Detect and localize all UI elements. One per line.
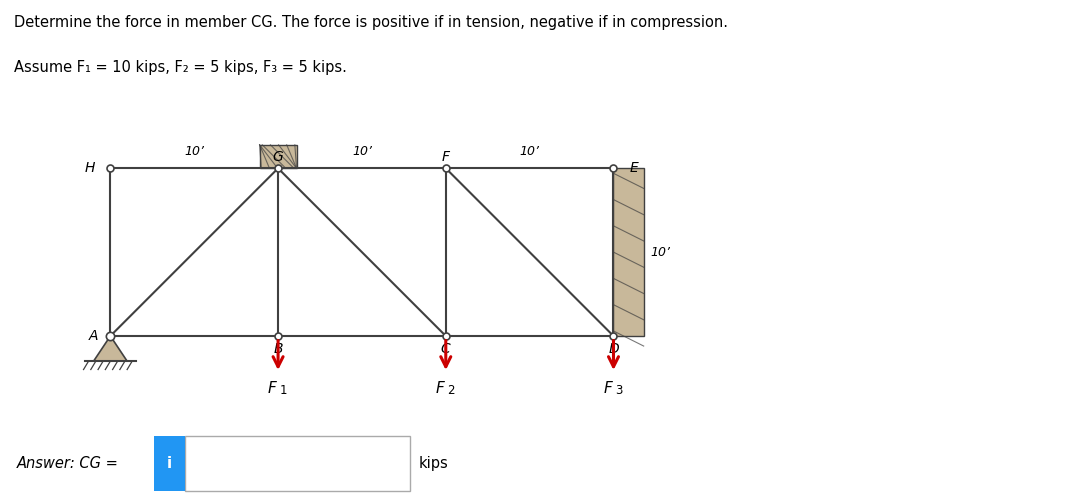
Text: 2: 2 — [447, 384, 454, 397]
Text: B: B — [274, 342, 282, 356]
Text: Determine the force in member CG. The force is positive if in tension, negative : Determine the force in member CG. The fo… — [14, 15, 728, 30]
Text: F: F — [436, 381, 445, 396]
Bar — [613, 168, 644, 336]
Text: F: F — [268, 381, 277, 396]
Text: Answer: CG =: Answer: CG = — [16, 456, 118, 471]
Text: 10’: 10’ — [184, 145, 204, 158]
Text: 10’: 10’ — [352, 145, 372, 158]
FancyBboxPatch shape — [155, 436, 185, 491]
Text: H: H — [85, 161, 95, 175]
Polygon shape — [94, 336, 128, 361]
Text: F: F — [441, 149, 450, 163]
Text: E: E — [630, 161, 638, 175]
Text: 3: 3 — [615, 384, 622, 397]
Text: Assume F₁ = 10 kips, F₂ = 5 kips, F₃ = 5 kips.: Assume F₁ = 10 kips, F₂ = 5 kips, F₃ = 5… — [14, 60, 347, 75]
Bar — [260, 145, 296, 168]
Text: D: D — [608, 342, 619, 356]
Text: G: G — [273, 149, 283, 163]
FancyBboxPatch shape — [185, 436, 410, 491]
Text: C: C — [440, 342, 451, 356]
Text: A: A — [89, 329, 98, 343]
Text: kips: kips — [419, 456, 448, 471]
Text: 1: 1 — [279, 384, 287, 397]
Text: 10’: 10’ — [519, 145, 540, 158]
Text: F: F — [604, 381, 612, 396]
Text: i: i — [168, 456, 172, 471]
Text: 10’: 10’ — [650, 245, 671, 259]
